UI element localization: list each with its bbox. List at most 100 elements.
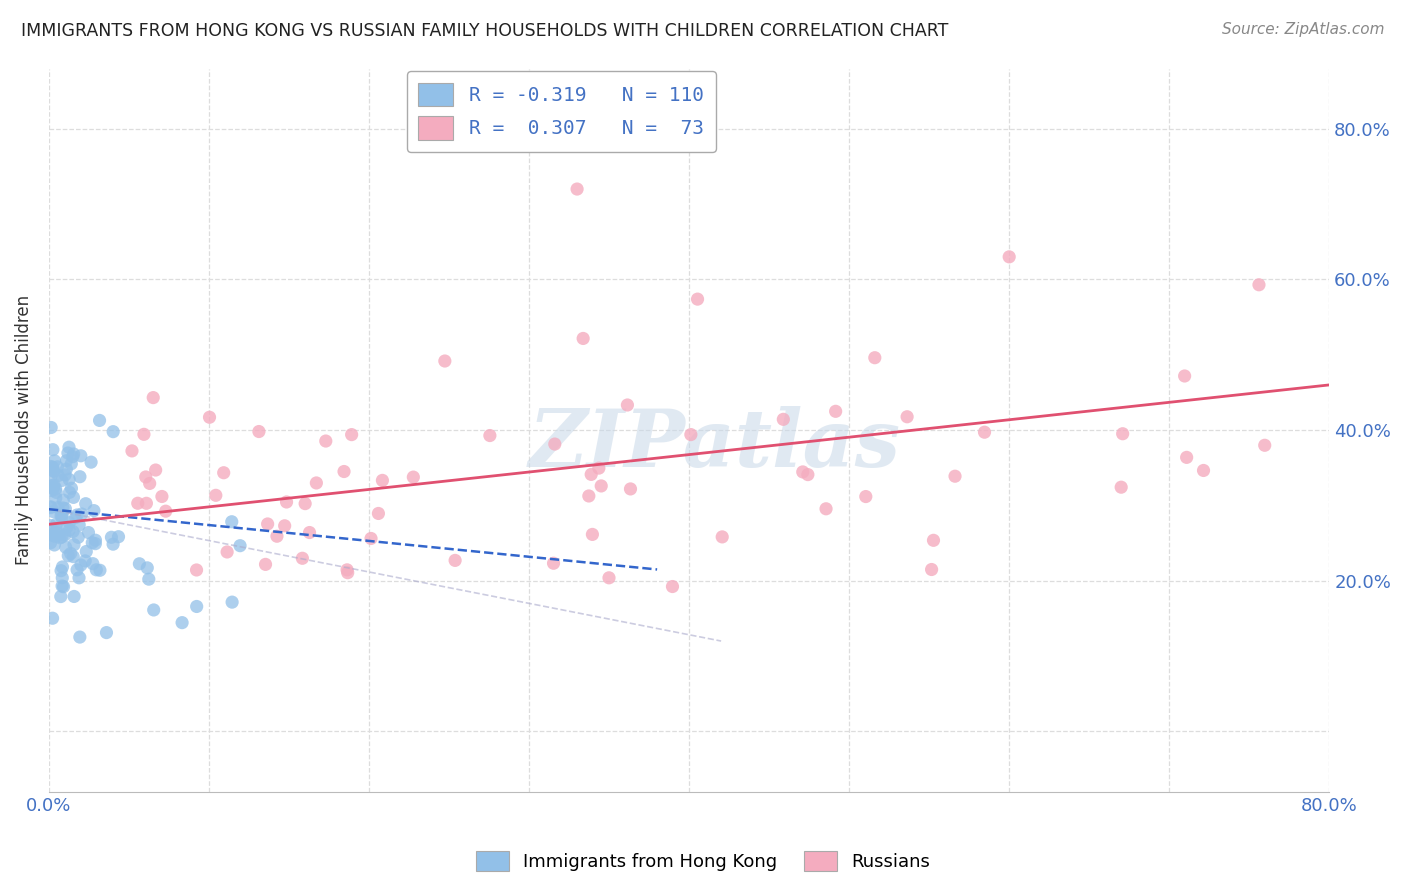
Point [142, 603, 165, 617]
Point [145, 463, 167, 477]
Point [39, 524, 62, 538]
Point [75, 554, 97, 568]
Point [136, 561, 159, 575]
Point [135, 470, 157, 484]
Point [315, 434, 337, 448]
Point [52, 493, 75, 508]
Point [247, 425, 270, 439]
Point [70, 507, 93, 521]
Point [80, 455, 103, 469]
Point [254, 558, 277, 572]
Point [797, 467, 820, 482]
Point [565, 182, 588, 196]
Point [855, 490, 877, 504]
Point [49, 531, 72, 545]
Point [155, 504, 177, 518]
Point [444, 553, 467, 567]
Point [371, 474, 394, 488]
Point [67, 571, 90, 585]
Point [62, 549, 84, 564]
Point [298, 525, 321, 540]
Point [55, 462, 77, 476]
Point [51, 508, 73, 522]
Point [63, 538, 86, 552]
Point [367, 507, 389, 521]
Point [55, 454, 77, 468]
Text: ZIPatlas: ZIPatlas [529, 406, 901, 483]
Point [1111, 426, 1133, 441]
Point [217, 545, 239, 559]
Point [75, 544, 97, 558]
Point [51, 571, 73, 585]
Point [39, 500, 62, 514]
Point [65, 510, 87, 524]
Point [150, 490, 173, 504]
Point [679, 427, 702, 442]
Point [58, 440, 80, 454]
Point [58, 523, 80, 537]
Point [70, 558, 93, 572]
Point [101, 537, 124, 551]
Point [46, 468, 69, 483]
Point [578, 489, 600, 503]
Point [62, 524, 84, 539]
Point [998, 250, 1021, 264]
Point [100, 530, 122, 544]
Point [711, 530, 734, 544]
Point [127, 496, 149, 510]
Point [62, 491, 84, 505]
Point [42, 460, 65, 475]
Point [67, 517, 90, 532]
Point [291, 551, 314, 566]
Point [1247, 277, 1270, 292]
Point [1174, 369, 1197, 384]
Point [45, 524, 67, 538]
Point [63, 590, 86, 604]
Point [973, 425, 995, 440]
Point [66, 508, 89, 522]
Point [276, 495, 298, 509]
Point [44, 538, 66, 552]
Point [824, 404, 846, 418]
Point [60, 457, 83, 471]
Point [53, 467, 76, 482]
Point [51, 579, 73, 593]
Point [402, 470, 425, 484]
Point [51, 474, 73, 488]
Point [1109, 480, 1132, 494]
Point [544, 437, 567, 451]
Point [221, 595, 243, 609]
Point [360, 532, 382, 546]
Point [58, 485, 80, 500]
Point [107, 530, 129, 544]
Point [204, 488, 226, 502]
Point [46, 459, 69, 474]
Point [186, 599, 208, 614]
Point [56, 520, 79, 534]
Point [49, 564, 72, 578]
Text: IMMIGRANTS FROM HONG KONG VS RUSSIAN FAMILY HOUSEHOLDS WITH CHILDREN CORRELATION: IMMIGRANTS FROM HONG KONG VS RUSSIAN FAM… [21, 22, 949, 40]
Point [82, 557, 104, 571]
Point [138, 476, 160, 491]
Point [58, 549, 80, 563]
Point [198, 410, 221, 425]
Point [45, 491, 67, 505]
Point [186, 563, 208, 577]
Point [273, 518, 295, 533]
Point [66, 563, 89, 577]
Point [89, 563, 111, 577]
Point [598, 571, 620, 585]
Point [42, 480, 65, 494]
Point [42, 442, 65, 457]
Point [46, 528, 69, 542]
Point [132, 427, 155, 442]
Point [62, 447, 84, 461]
Point [581, 527, 603, 541]
Point [229, 539, 252, 553]
Point [101, 425, 124, 439]
Point [212, 466, 235, 480]
Point [52, 580, 75, 594]
Point [686, 292, 709, 306]
Point [42, 505, 65, 519]
Legend: Immigrants from Hong Kong, Russians: Immigrants from Hong Kong, Russians [468, 844, 938, 879]
